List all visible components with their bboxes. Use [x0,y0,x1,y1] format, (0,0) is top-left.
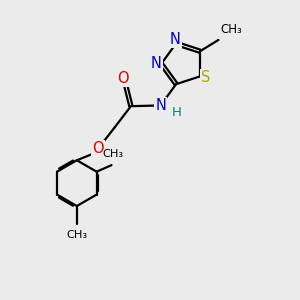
Text: N: N [155,98,166,113]
Text: O: O [117,71,129,86]
Text: CH₃: CH₃ [66,230,87,240]
Text: O: O [92,142,104,157]
Text: CH₃: CH₃ [102,149,124,159]
Text: N: N [170,32,181,47]
Text: H: H [172,106,182,118]
Text: S: S [201,70,210,86]
Text: CH₃: CH₃ [221,23,243,36]
Text: N: N [151,56,161,71]
